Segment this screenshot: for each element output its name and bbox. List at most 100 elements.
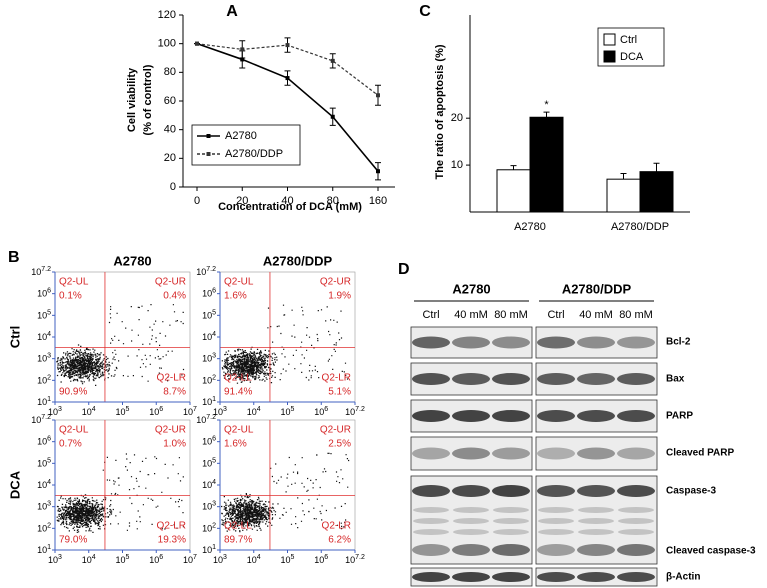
- axis-tick-label: 105: [37, 457, 51, 469]
- band: [577, 544, 615, 556]
- error-bar: [653, 162, 660, 172]
- tick-exponent: 1: [212, 544, 216, 551]
- error-bar: [620, 173, 627, 180]
- tick-base: 10: [202, 524, 212, 534]
- y-tick-label: 80: [164, 66, 176, 78]
- quadrant-name: Q2-LR: [322, 521, 351, 532]
- tick-base: 10: [116, 407, 126, 417]
- tick-base: 10: [37, 502, 47, 512]
- axis-tick-label: 105: [202, 309, 216, 321]
- tick-exponent: 6: [47, 436, 51, 443]
- band: [577, 336, 615, 349]
- tick-base: 10: [314, 555, 324, 565]
- tick-base: 10: [31, 267, 41, 277]
- tick-base: 10: [37, 459, 47, 469]
- tick-base: 10: [37, 545, 47, 555]
- x-tick-label: A2780: [514, 221, 546, 233]
- legend-label: DCA: [620, 51, 644, 63]
- tick-exponent: 7.2: [41, 266, 51, 273]
- quadrant-name: Q2-UL: [224, 277, 254, 288]
- tick-base: 10: [202, 437, 212, 447]
- quadrant-percent: 6.2%: [328, 535, 351, 546]
- tick-exponent: 5: [212, 309, 216, 316]
- axis-tick-label: 107: [183, 554, 197, 566]
- axis-tick-label: 107.2: [196, 414, 216, 426]
- point: [195, 41, 199, 46]
- band: [492, 447, 530, 460]
- x-tick-label: 0: [194, 195, 200, 207]
- x-tick-label: 80: [327, 195, 339, 207]
- tick-base: 10: [37, 376, 47, 386]
- tick-base: 10: [82, 407, 92, 417]
- tick-exponent: 4: [92, 554, 96, 561]
- tick-exponent: 6: [324, 406, 328, 413]
- tick-exponent: 7.2: [355, 554, 365, 561]
- band: [412, 410, 450, 422]
- tick-exponent: 4: [212, 479, 216, 486]
- tick-base: 10: [202, 289, 212, 299]
- axis-tick-label: 105: [202, 457, 216, 469]
- quadrant-name: Q2-LL: [224, 373, 252, 384]
- axis-tick-label: 103: [202, 501, 216, 513]
- band: [537, 410, 575, 422]
- faint-band: [538, 507, 574, 513]
- band-label: Bax: [666, 374, 685, 385]
- bar: [639, 171, 674, 213]
- tick-base: 10: [202, 376, 212, 386]
- tick-exponent: 5: [212, 457, 216, 464]
- tick-base: 10: [202, 480, 212, 490]
- band: [412, 373, 450, 385]
- axis-tick-label: 107.2: [345, 406, 365, 418]
- band: [412, 447, 450, 460]
- band: [412, 485, 450, 497]
- tick-exponent: 2: [47, 374, 51, 381]
- lane-label: Ctrl: [422, 309, 439, 321]
- panel-label: D: [398, 261, 410, 278]
- quadrant-name: Q2-LL: [224, 521, 252, 532]
- lane-label: Ctrl: [547, 309, 564, 321]
- band: [537, 447, 575, 460]
- band: [492, 336, 530, 349]
- quadrant-name: Q2-UR: [320, 277, 351, 288]
- tick-exponent: 3: [47, 353, 51, 360]
- axis-tick-label: 107.2: [31, 266, 51, 278]
- tick-exponent: 5: [47, 309, 51, 316]
- x-tick-label: 40: [281, 195, 293, 207]
- band: [492, 544, 530, 556]
- tick-base: 10: [345, 407, 355, 417]
- axis-tick-label: 106: [202, 436, 216, 448]
- band: [617, 410, 655, 422]
- tick-exponent: 3: [223, 554, 227, 561]
- lane-label: 80 mM: [619, 309, 653, 321]
- band: [577, 485, 615, 497]
- column-title: A2780: [113, 253, 151, 268]
- legend-swatch: [603, 33, 616, 46]
- event-dots: [221, 452, 350, 533]
- tick-base: 10: [116, 555, 126, 565]
- axis-tick-label: 103: [37, 353, 51, 365]
- bar: [606, 178, 641, 213]
- faint-band: [618, 529, 654, 535]
- axis-tick-label: 106: [37, 436, 51, 448]
- point: [376, 169, 380, 174]
- faint-band: [453, 529, 489, 535]
- axis-tick-label: 107.2: [31, 414, 51, 426]
- axis-tick-label: 104: [82, 406, 96, 418]
- tick-base: 10: [149, 555, 159, 565]
- tick-exponent: 1: [47, 544, 51, 551]
- tick-exponent: 6: [159, 406, 163, 413]
- tick-base: 10: [202, 459, 212, 469]
- axis-tick-label: 106: [314, 554, 328, 566]
- band-label: Caspase-3: [666, 486, 716, 497]
- band: [537, 572, 575, 582]
- tick-base: 10: [48, 555, 58, 565]
- axis-tick-label: 107.2: [196, 266, 216, 278]
- tick-exponent: 6: [47, 288, 51, 295]
- band: [537, 544, 575, 556]
- axis-tick-label: 105: [37, 309, 51, 321]
- x-tick-label: 20: [236, 195, 248, 207]
- axis-tick-label: 102: [37, 522, 51, 534]
- tick-base: 10: [37, 311, 47, 321]
- band: [577, 410, 615, 422]
- lane-label: 40 mM: [454, 309, 488, 321]
